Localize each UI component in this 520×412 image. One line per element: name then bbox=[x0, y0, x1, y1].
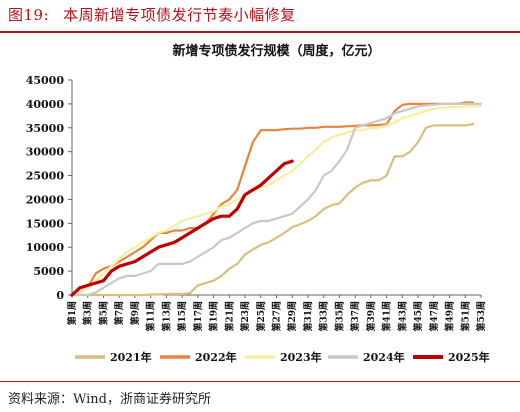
x-tick-label: 第1周 bbox=[66, 301, 78, 325]
figure-caption: 图19: 本周新增专项债发行节奏小幅修复 bbox=[8, 4, 296, 25]
legend-label: 2021年 bbox=[110, 350, 152, 364]
legend-label: 2023年 bbox=[280, 350, 322, 364]
x-tick-label: 第29周 bbox=[286, 301, 298, 332]
x-tick-label: 第11周 bbox=[145, 301, 157, 332]
x-tick-label: 第5周 bbox=[97, 301, 109, 325]
line-chart: 新增专项债发行规模（周度，亿元） 0 5000 10000 15000 20000 2500… bbox=[26, 43, 490, 364]
x-tick-label: 第39周 bbox=[365, 301, 377, 332]
x-tick-label: 第41周 bbox=[381, 301, 393, 332]
x-tick-label: 第9周 bbox=[129, 301, 141, 325]
y-tick-label: 0 bbox=[56, 289, 64, 302]
x-tick-label: 第43周 bbox=[396, 301, 408, 332]
x-tick-label: 第27周 bbox=[271, 301, 283, 332]
x-tick-label: 第3周 bbox=[82, 301, 94, 325]
y-tick-label: 15000 bbox=[26, 217, 65, 230]
y-tick-label: 5000 bbox=[33, 265, 64, 278]
x-tick-label: 第53周 bbox=[475, 301, 487, 332]
series-line-2022 bbox=[70, 101, 475, 297]
x-tick-label: 第13周 bbox=[160, 301, 172, 332]
chart-title: 新增专项债发行规模（周度，亿元） bbox=[172, 43, 380, 59]
x-tick-label: 第31周 bbox=[302, 301, 314, 332]
y-tick-label: 30000 bbox=[26, 146, 65, 159]
x-tick-label: 第33周 bbox=[318, 301, 330, 332]
x-tick-label: 第35周 bbox=[333, 301, 345, 332]
series-line-2024 bbox=[70, 102, 483, 297]
y-tick-label: 10000 bbox=[26, 241, 65, 254]
x-tick-label: 第17周 bbox=[192, 301, 204, 332]
x-tick-label: 第51周 bbox=[459, 301, 471, 332]
x-tick-label: 第25周 bbox=[255, 301, 267, 332]
x-tick-label: 第19周 bbox=[208, 301, 220, 332]
series-line-2021 bbox=[70, 122, 475, 297]
y-tick-label: 40000 bbox=[26, 98, 65, 111]
x-tick-label: 第47周 bbox=[428, 301, 440, 332]
caption-rule bbox=[0, 31, 520, 33]
source-note: 资料来源：Wind，浙商证券研究所 bbox=[8, 392, 211, 407]
source-rule bbox=[0, 381, 520, 382]
figure-caption-text: 本周新增专项债发行节奏小幅修复 bbox=[63, 6, 296, 24]
x-tick-label: 第21周 bbox=[223, 301, 235, 332]
x-tick-label: 第15周 bbox=[176, 301, 188, 332]
x-tick-label: 第23周 bbox=[239, 301, 251, 332]
y-tick-label: 35000 bbox=[26, 122, 65, 135]
x-tick-label: 第37周 bbox=[349, 301, 361, 332]
series-line-2023 bbox=[70, 105, 483, 297]
legend-label: 2022年 bbox=[195, 350, 237, 364]
series-line-2025 bbox=[70, 159, 294, 297]
x-tick-label: 第49周 bbox=[444, 301, 456, 332]
x-tick-label: 第45周 bbox=[412, 301, 424, 332]
y-tick-label: 20000 bbox=[26, 193, 65, 206]
figure-number: 图19: bbox=[8, 6, 50, 24]
y-tick-label: 45000 bbox=[26, 74, 65, 87]
y-tick-label: 25000 bbox=[26, 170, 65, 183]
legend-label: 2025年 bbox=[448, 350, 490, 364]
x-tick-label: 第7周 bbox=[113, 301, 125, 325]
legend-label: 2024年 bbox=[363, 350, 405, 364]
